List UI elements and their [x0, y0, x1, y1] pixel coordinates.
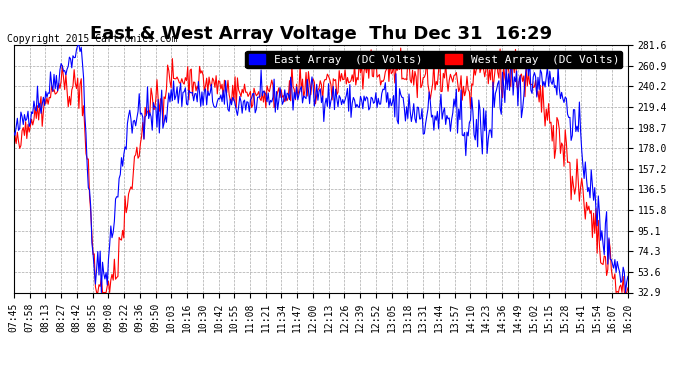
Legend: East Array  (DC Volts), West Array  (DC Volts): East Array (DC Volts), West Array (DC Vo… [246, 51, 622, 68]
Text: Copyright 2015 Cartronics.com: Copyright 2015 Cartronics.com [7, 34, 177, 44]
Title: East & West Array Voltage  Thu Dec 31  16:29: East & West Array Voltage Thu Dec 31 16:… [90, 26, 552, 44]
